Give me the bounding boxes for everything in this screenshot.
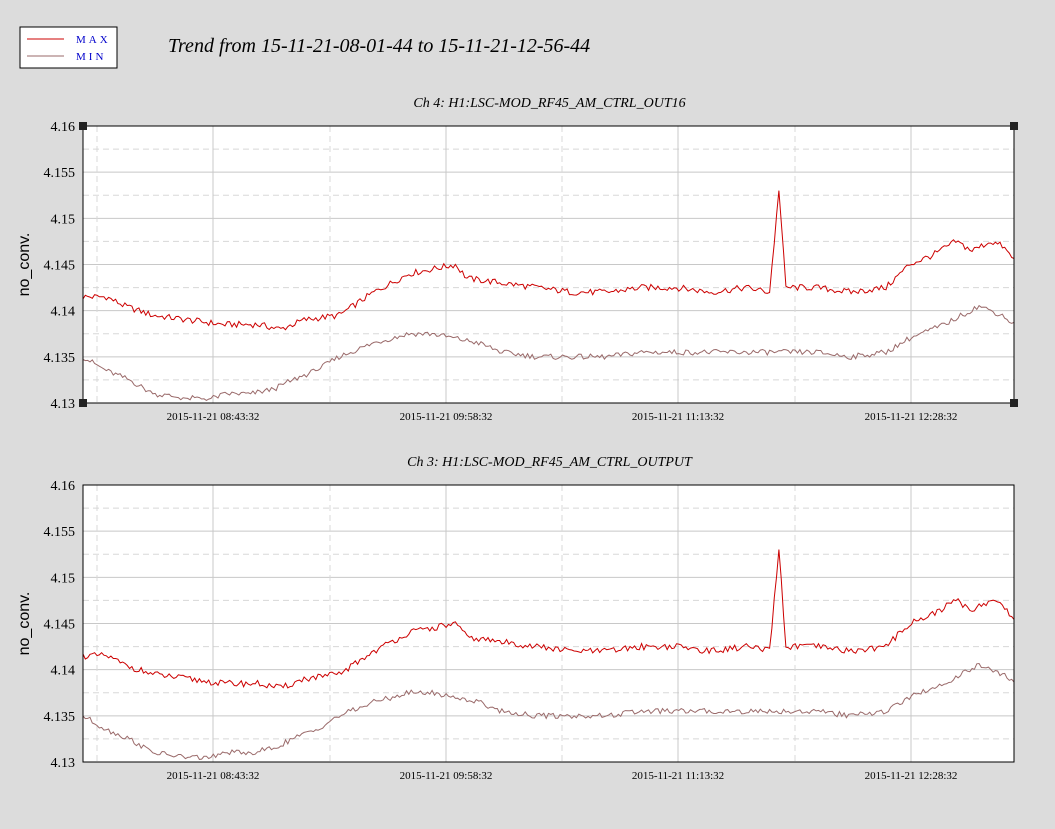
chart-ch3: Ch 3: H1:LSC-MOD_RF45_AM_CTRL_OUTPUT 4.16… <box>16 455 1015 782</box>
y-axis-label: no_conv. <box>16 233 33 297</box>
y-tick-label: 4.145 <box>44 618 76 633</box>
y-tick-label: 4.155 <box>44 525 76 540</box>
plot-frame <box>82 484 1015 763</box>
x-tick-label: 2015-11-21 11:13:32 <box>632 770 724 782</box>
x-tick-label: 2015-11-21 08:43:32 <box>167 770 260 782</box>
series-line-max <box>82 549 1015 689</box>
legend-min-label: MIN <box>76 51 106 63</box>
x-tick-label: 2015-11-21 12:28:32 <box>865 770 958 782</box>
y-tick-label: 4.155 <box>44 166 76 181</box>
y-tick-label: 4.135 <box>44 351 76 366</box>
x-tick-label: 2015-11-21 11:13:32 <box>632 411 724 423</box>
plot-frame <box>82 125 1015 404</box>
y-tick-label: 4.145 <box>44 259 76 274</box>
resize-handle[interactable] <box>79 122 87 130</box>
series-line-min <box>82 304 1015 401</box>
y-tick-label: 4.135 <box>44 710 76 725</box>
resize-handle[interactable] <box>79 399 87 407</box>
chart-title: Ch 3: H1:LSC-MOD_RF45_AM_CTRL_OUTPUT <box>407 455 693 470</box>
legend-max-label: MAX <box>76 34 111 46</box>
y-tick-label: 4.15 <box>51 571 76 586</box>
y-axis-label: no_conv. <box>16 592 33 656</box>
y-tick-label: 4.15 <box>51 212 76 227</box>
x-tick-label: 2015-11-21 12:28:32 <box>865 411 958 423</box>
page-title: Trend from 15-11-21-08-01-44 to 15-11-21… <box>168 35 590 57</box>
y-tick-label: 4.13 <box>51 756 76 771</box>
y-tick-label: 4.16 <box>51 479 76 494</box>
y-tick-label: 4.14 <box>51 664 76 679</box>
series-line-min <box>82 662 1015 760</box>
x-tick-label: 2015-11-21 09:58:32 <box>400 411 493 423</box>
x-tick-label: 2015-11-21 08:43:32 <box>167 411 260 423</box>
y-tick-label: 4.13 <box>51 397 76 412</box>
resize-handle[interactable] <box>1010 122 1018 130</box>
resize-handle[interactable] <box>1010 399 1018 407</box>
chart-ch4: Ch 4: H1:LSC-MOD_RF45_AM_CTRL_OUT16 4.16 4… <box>16 96 1018 423</box>
series-line-max <box>82 190 1015 331</box>
chart-title: Ch 4: H1:LSC-MOD_RF45_AM_CTRL_OUT16 <box>413 96 685 111</box>
legend: MAX MIN <box>19 26 118 69</box>
y-tick-label: 4.16 <box>51 120 76 135</box>
legend-box <box>19 26 118 69</box>
x-tick-label: 2015-11-21 09:58:32 <box>400 770 493 782</box>
y-tick-label: 4.14 <box>51 305 76 320</box>
